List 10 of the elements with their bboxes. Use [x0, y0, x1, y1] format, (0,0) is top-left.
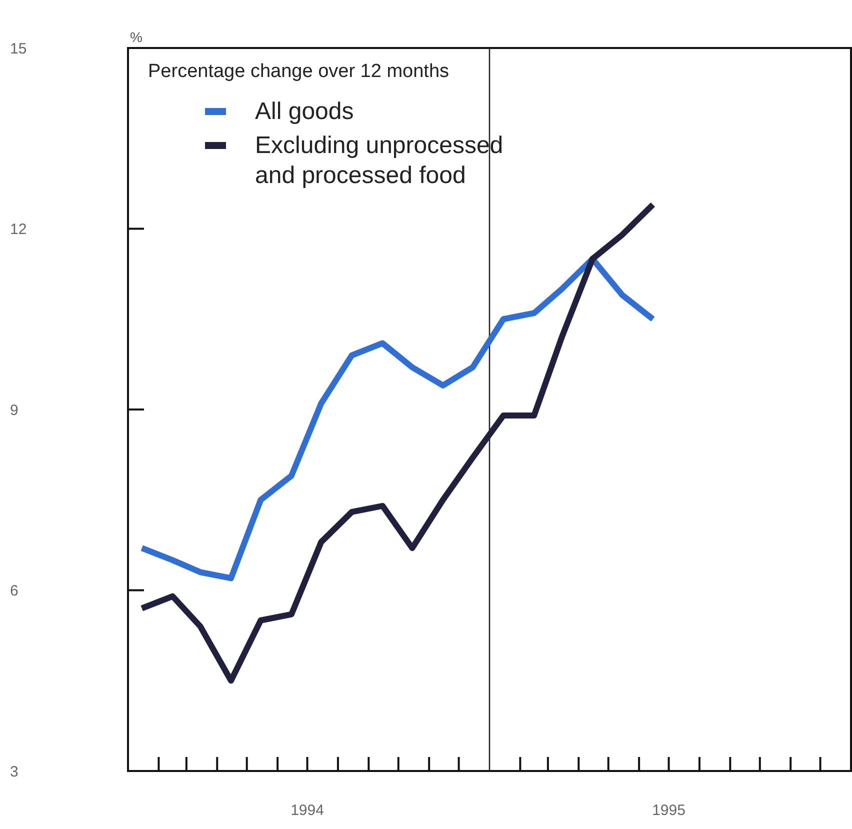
y-tick-label: 12 [10, 221, 27, 238]
x-tick-label: 1995 [652, 802, 686, 819]
y-tick-label: 6 [10, 582, 18, 600]
y-tick-label: 9 [10, 402, 18, 419]
y-tick-label: 3 [10, 763, 18, 780]
legend-label: All goods [255, 98, 354, 125]
legend-title: Percentage change over 12 months [148, 61, 450, 82]
y-tick-label: 15 [10, 40, 27, 58]
x-tick-label: 1994 [290, 802, 324, 819]
y-axis-title: % [130, 29, 142, 45]
